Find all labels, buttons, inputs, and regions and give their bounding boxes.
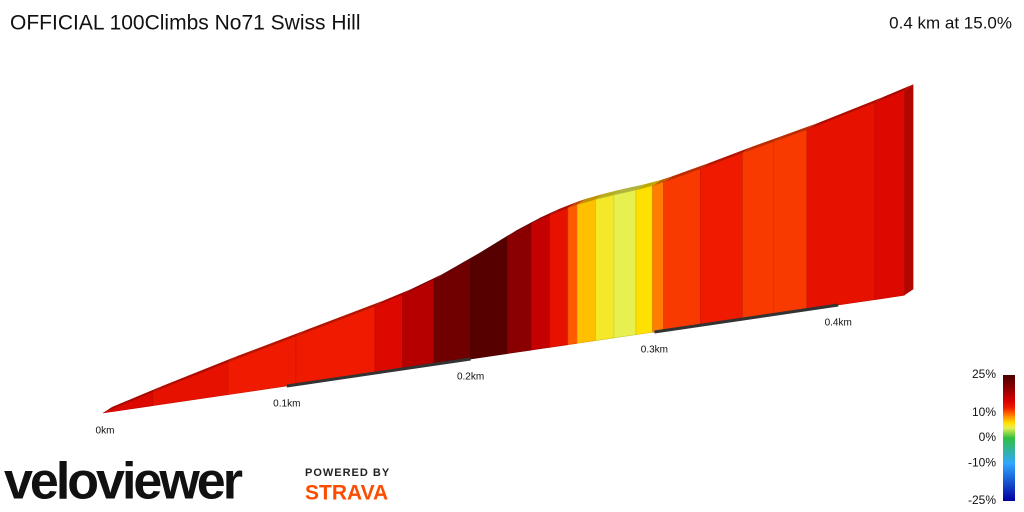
segment	[874, 89, 905, 300]
segment	[635, 185, 653, 336]
segment	[530, 214, 550, 351]
segment	[806, 102, 876, 310]
segment-top	[375, 288, 412, 307]
segment-top	[595, 189, 623, 200]
segment-top	[568, 198, 587, 208]
logo: veloviewer	[4, 453, 243, 511]
segment-top	[103, 386, 162, 413]
colorbar	[1003, 375, 1015, 501]
segment-top	[742, 135, 783, 153]
x-tick-label: 0.4km	[825, 318, 852, 329]
x-tick-label: 0.1km	[273, 399, 300, 410]
segment	[295, 305, 376, 385]
segment	[663, 168, 701, 331]
segment-top	[531, 209, 559, 224]
x-tick-label: 0.2km	[457, 372, 484, 383]
segment	[652, 181, 664, 333]
segment-top	[874, 84, 914, 103]
end-face	[904, 84, 914, 296]
segment	[374, 294, 403, 374]
segment	[742, 141, 775, 320]
segment-top	[577, 193, 605, 205]
segment	[402, 279, 435, 370]
colorbar-label: 10%	[972, 405, 996, 419]
summary: 0.4 km at 15.0%	[889, 13, 1012, 32]
segment	[227, 335, 297, 395]
segment-top	[613, 184, 646, 196]
segment	[773, 129, 808, 315]
segment	[152, 361, 229, 407]
segment	[576, 199, 596, 344]
segment-top	[663, 162, 710, 183]
distance-band	[286, 357, 471, 388]
segment-top	[295, 300, 385, 337]
segment	[595, 194, 615, 341]
segment	[567, 204, 578, 346]
colorbar-label: 0%	[979, 430, 997, 444]
chart-title: OFFICIAL 100Climbs No71 Swiss Hill	[10, 12, 360, 35]
x-tick-label: 0km	[96, 426, 115, 437]
distance-band	[654, 303, 839, 334]
segment-top	[652, 176, 673, 186]
segment-top	[152, 356, 237, 393]
x-tick-label: 0.3km	[641, 345, 668, 356]
segment-top	[806, 96, 884, 130]
strava: STRAVA	[305, 482, 388, 505]
segment	[700, 152, 743, 326]
colorbar-label: 25%	[972, 367, 996, 381]
segment	[549, 207, 569, 348]
segment-top	[773, 123, 816, 142]
segment-top	[636, 179, 662, 191]
segment	[102, 391, 153, 414]
colorbar-label: -10%	[968, 455, 996, 469]
segment-top	[402, 273, 443, 295]
segment	[470, 235, 508, 360]
powered-by: POWERED BY	[305, 467, 390, 479]
segment-top	[700, 146, 752, 169]
segment-top	[549, 201, 578, 216]
segment	[613, 189, 637, 339]
segment-top	[227, 330, 305, 363]
colorbar-label: -25%	[968, 493, 996, 507]
segment	[507, 223, 532, 354]
segment	[433, 258, 471, 365]
